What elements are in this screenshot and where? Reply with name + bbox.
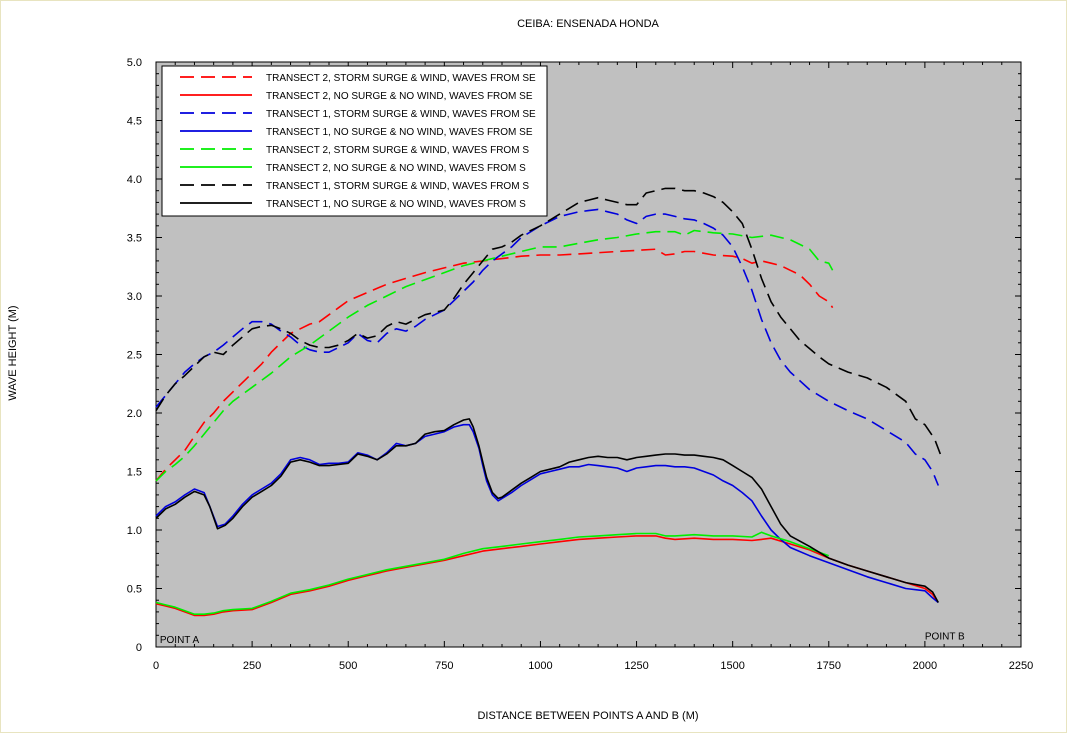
legend-box bbox=[161, 65, 548, 217]
x-tick-label: 1250 bbox=[624, 660, 648, 672]
y-tick-label: 0 bbox=[136, 642, 142, 654]
y-tick-label: 2.5 bbox=[127, 350, 142, 362]
x-tick-label: 1750 bbox=[817, 660, 841, 672]
y-tick-label: 1.0 bbox=[127, 525, 142, 537]
series-line-2 bbox=[155, 535, 938, 617]
x-tick-label: 0 bbox=[153, 660, 159, 672]
series-line-3 bbox=[155, 208, 940, 486]
point-b-label: POINT B bbox=[925, 631, 965, 642]
y-tick-label: 5.0 bbox=[127, 57, 142, 69]
legend-label-2: TRANSECT 2, NO SURGE & NO WIND, WAVES FR… bbox=[266, 91, 533, 102]
legend-label-6: TRANSECT 2, NO SURGE & NO WIND, WAVES FR… bbox=[266, 163, 526, 174]
y-tick-label: 4.5 bbox=[127, 116, 142, 128]
series-line-8 bbox=[155, 418, 940, 603]
legend: TRANSECT 2, STORM SURGE & WIND, WAVES FR… bbox=[161, 65, 548, 217]
y-tick-label: 2.0 bbox=[127, 408, 142, 420]
x-axis-label: DISTANCE BETWEEN POINTS A AND B (M) bbox=[477, 710, 698, 722]
series-line-4 bbox=[155, 423, 939, 604]
legend-label-4: TRANSECT 1, NO SURGE & NO WIND, WAVES FR… bbox=[266, 127, 533, 138]
point-a-label: POINT A bbox=[160, 635, 200, 646]
series-line-1 bbox=[155, 248, 834, 482]
x-tick-label: 1000 bbox=[528, 660, 552, 672]
y-tick-label: 1.5 bbox=[127, 467, 142, 479]
legend-label-5: TRANSECT 2, STORM SURGE & WIND, WAVES FR… bbox=[266, 145, 529, 156]
x-tick-label: 1500 bbox=[720, 660, 744, 672]
legend-label-1: TRANSECT 2, STORM SURGE & WIND, WAVES FR… bbox=[266, 73, 536, 84]
series-line-7 bbox=[155, 187, 942, 455]
x-tick-label: 250 bbox=[243, 660, 261, 672]
x-tick-label: 500 bbox=[339, 660, 357, 672]
series-line-6 bbox=[155, 531, 830, 616]
x-tick-label: 2000 bbox=[913, 660, 937, 672]
legend-label-8: TRANSECT 1, NO SURGE & NO WIND, WAVES FR… bbox=[266, 199, 526, 210]
y-axis-label: WAVE HEIGHT (M) bbox=[7, 305, 19, 400]
x-tick-label: 2250 bbox=[1009, 660, 1033, 672]
chart-title: CEIBA: ENSENADA HONDA bbox=[517, 18, 659, 30]
y-tick-label: 4.0 bbox=[127, 174, 142, 186]
legend-label-7: TRANSECT 1, STORM SURGE & WIND, WAVES FR… bbox=[266, 181, 529, 192]
y-tick-label: 3.0 bbox=[127, 291, 142, 303]
legend-label-3: TRANSECT 1, STORM SURGE & WIND, WAVES FR… bbox=[266, 109, 536, 120]
y-tick-label: 0.5 bbox=[127, 584, 142, 596]
x-tick-label: 750 bbox=[435, 660, 453, 672]
y-tick-label: 3.5 bbox=[127, 233, 142, 245]
